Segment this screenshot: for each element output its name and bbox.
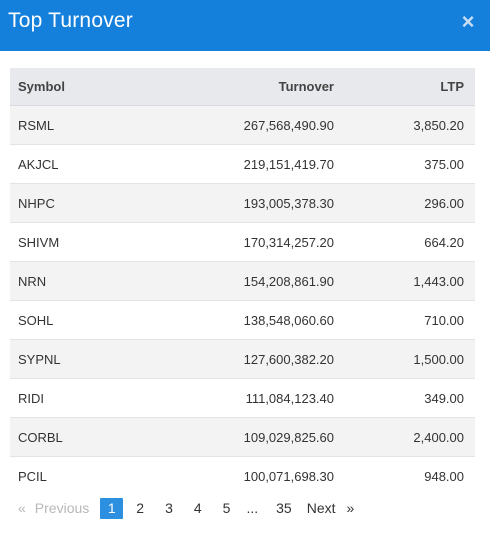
turnover-cell: 111,084,123.40	[245, 390, 334, 406]
symbol-cell: SHIVM	[18, 234, 60, 250]
ltp-cell: 349.00	[424, 390, 464, 406]
table-row[interactable]: CORBL 109,029,825.60 2,400.00	[10, 418, 475, 457]
turnover-cell: 267,568,490.90	[243, 117, 334, 133]
turnover-cell: 138,548,060.60	[243, 312, 334, 328]
symbol-cell: NRN	[18, 273, 47, 289]
ltp-cell: 664.20	[424, 234, 464, 250]
table-row[interactable]: SOHL 138,548,060.60 710.00	[10, 301, 475, 340]
symbol-cell: PCIL	[18, 469, 47, 484]
turnover-cell: 154,208,861.90	[243, 273, 334, 289]
table-row[interactable]: AKJCL 219,151,419.70 375.00	[10, 145, 475, 184]
next-page-link[interactable]: Next	[306, 500, 336, 516]
close-icon[interactable]: ×	[461, 9, 475, 34]
symbol-cell: RIDI	[18, 390, 44, 406]
symbol-cell: RSML	[18, 117, 55, 133]
ltp-cell: 296.00	[424, 195, 464, 211]
table-row[interactable]: SYPNL 127,600,382.20 1,500.00	[10, 340, 475, 379]
previous-page-link[interactable]: Previous	[34, 500, 90, 516]
ltp-cell: 710.00	[424, 312, 464, 328]
turnover-cell: 127,600,382.20	[243, 351, 334, 367]
column-header-turnover[interactable]: Turnover	[278, 79, 334, 94]
page-link-2[interactable]: 2	[136, 500, 145, 516]
symbol-cell: NHPC	[18, 195, 55, 211]
page-link-5[interactable]: 5	[222, 500, 231, 516]
ltp-cell: 948.00	[424, 469, 464, 484]
table-row[interactable]: NRN 154,208,861.90 1,443.00	[10, 262, 475, 301]
turnover-cell: 100,071,698.30	[243, 469, 334, 484]
turnover-cell: 109,029,825.60	[243, 429, 334, 445]
ltp-cell: 375.00	[424, 156, 464, 172]
table-row[interactable]: RSML 267,568,490.90 3,850.20	[10, 106, 475, 145]
table-row[interactable]: PCIL 100,071,698.30 948.00	[10, 457, 475, 496]
turnover-cell: 193,005,378.30	[243, 195, 334, 211]
ltp-cell: 3,850.20	[413, 117, 464, 133]
symbol-cell: SOHL	[18, 312, 54, 328]
ltp-cell: 2,400.00	[413, 429, 464, 445]
page-link-35[interactable]: 35	[276, 500, 292, 516]
modal-title: Top Turnover	[8, 9, 133, 32]
ltp-cell: 1,443.00	[413, 273, 464, 289]
pagination: « Previous 1 2 3 4 5 ... 35 Next »	[18, 497, 354, 519]
table-row[interactable]: RIDI 111,084,123.40 349.00	[10, 379, 475, 418]
symbol-cell: CORBL	[18, 429, 63, 445]
table-row[interactable]: SHIVM 170,314,257.20 664.20	[10, 223, 475, 262]
pagination-ellipsis: ...	[246, 500, 259, 516]
symbol-cell: SYPNL	[18, 351, 61, 367]
turnover-table: Symbol Turnover LTP RSML 267,568,490.90 …	[10, 68, 475, 496]
table-row[interactable]: NHPC 193,005,378.30 296.00	[10, 184, 475, 223]
page-link-4[interactable]: 4	[193, 500, 202, 516]
page-link-3[interactable]: 3	[165, 500, 173, 516]
turnover-cell: 170,314,257.20	[243, 234, 334, 250]
modal-header: Top Turnover ×	[0, 0, 490, 51]
last-page-link[interactable]: »	[346, 500, 355, 516]
first-page-link[interactable]: «	[18, 500, 26, 516]
ltp-cell: 1,500.00	[413, 351, 464, 367]
turnover-cell: 219,151,419.70	[243, 156, 334, 172]
column-header-ltp[interactable]: LTP	[440, 79, 464, 94]
page-link-1[interactable]: 1	[100, 497, 124, 519]
table-header-row: Symbol Turnover LTP	[10, 68, 475, 106]
symbol-cell: AKJCL	[18, 156, 59, 172]
column-header-symbol[interactable]: Symbol	[18, 79, 65, 94]
